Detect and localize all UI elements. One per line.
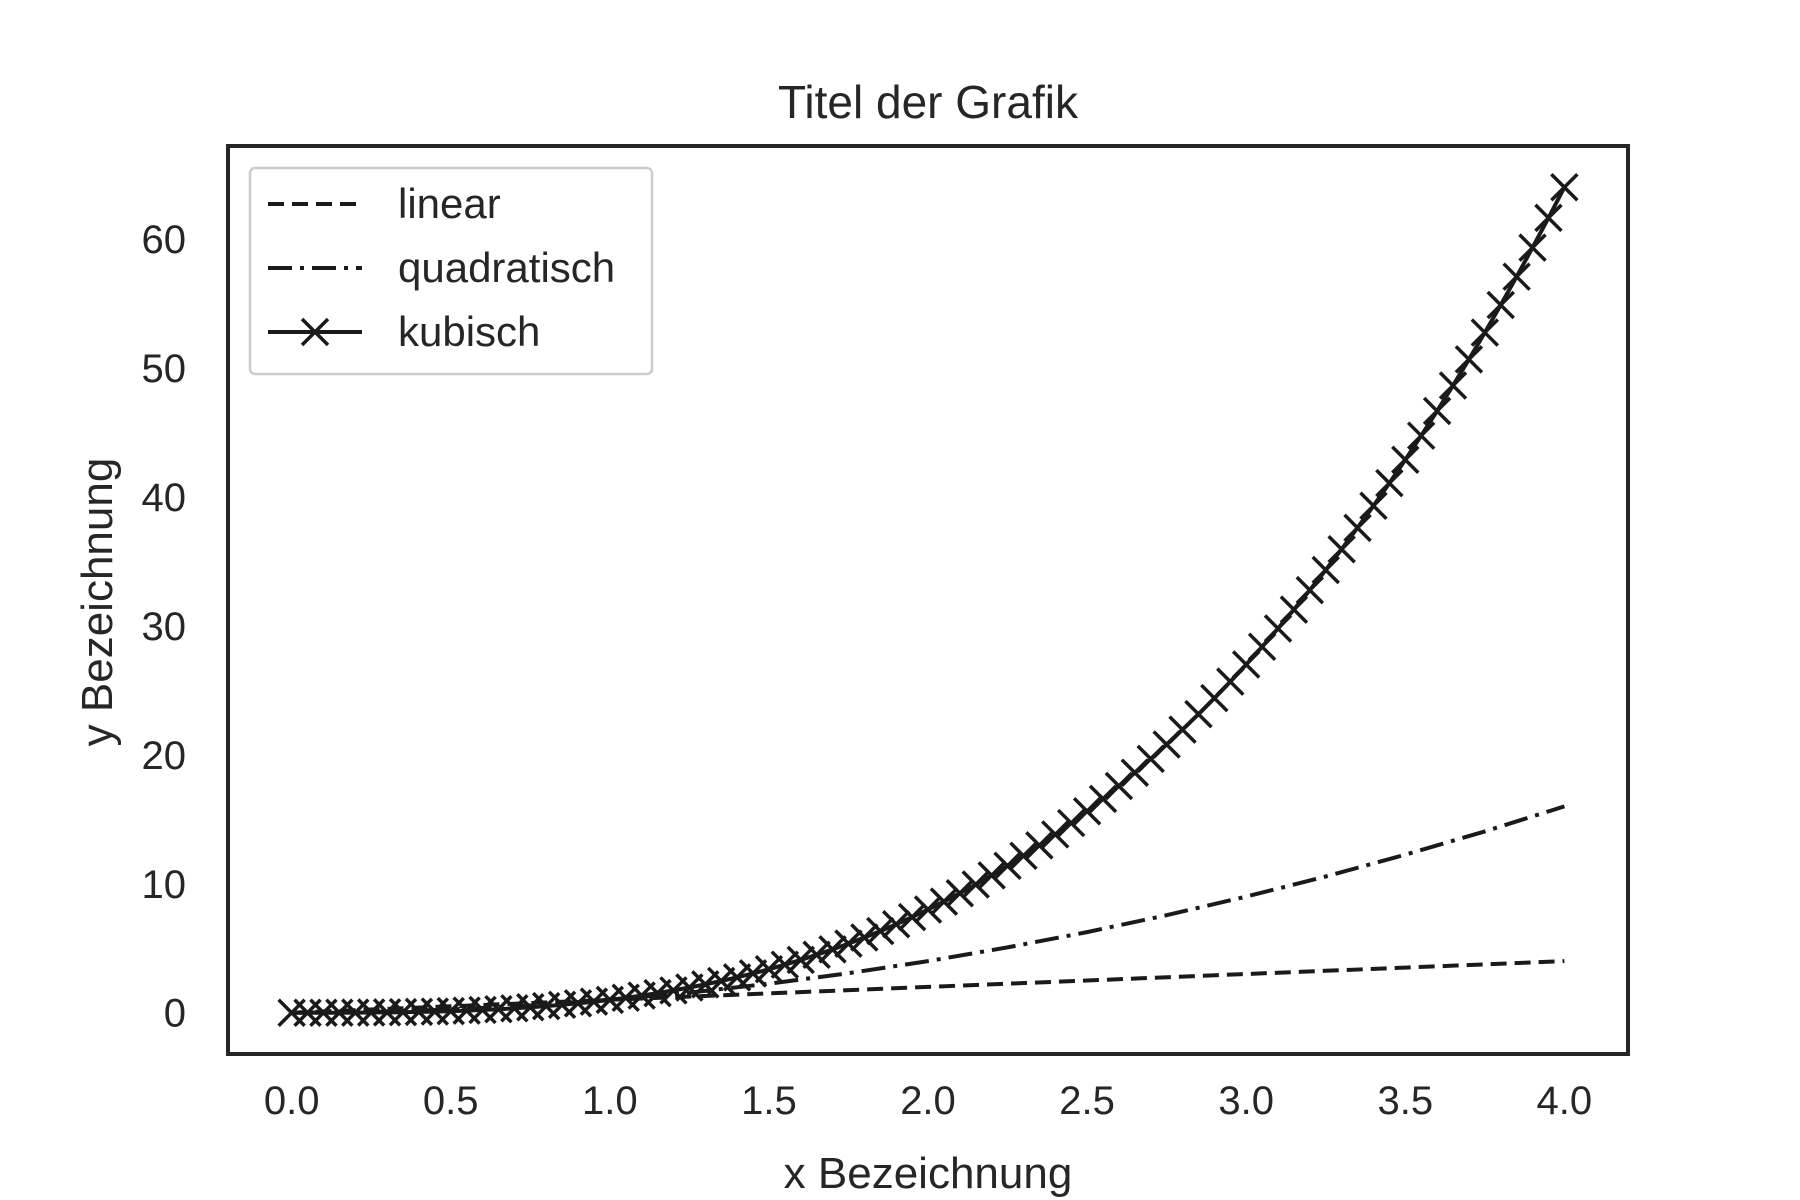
data-point-marker	[913, 895, 943, 924]
y-tick-labels: 0 10 20 30 40 50 60	[142, 218, 187, 1036]
data-point-marker	[1502, 262, 1531, 291]
data-point-marker	[1104, 771, 1134, 801]
data-point-marker	[1391, 445, 1420, 474]
x-tick-label: 3.5	[1377, 1079, 1433, 1123]
data-point-marker	[786, 945, 815, 975]
x-axis-title: x Bezeichnung	[784, 1149, 1073, 1198]
legend-label: quadratisch	[398, 244, 615, 291]
x-tick-label: 2.0	[900, 1079, 956, 1123]
data-point-marker	[1088, 784, 1118, 814]
data-point-marker	[1025, 831, 1054, 860]
data-point-marker	[1375, 468, 1404, 498]
legend: linear quadratisch kubisch	[248, 166, 654, 376]
data-point-marker	[1470, 318, 1500, 347]
legend-box	[248, 166, 654, 376]
data-point-marker	[977, 861, 1006, 890]
data-point-marker	[1311, 555, 1340, 585]
data-point-marker	[993, 851, 1022, 881]
data-point-marker	[881, 910, 911, 939]
x-tick-labels: 0.0 0.5 1.0 1.5 2.0 2.5 3.0 3.5 4.0	[264, 1079, 1592, 1123]
x-tick-label: 1.0	[582, 1079, 638, 1123]
y-tick-label: 0	[164, 992, 186, 1036]
data-point-marker	[722, 963, 752, 992]
data-point-marker	[770, 950, 800, 979]
plot-series-group	[277, 173, 1579, 1027]
data-point-marker	[945, 879, 975, 908]
plot-frame	[226, 144, 1630, 1056]
y-tick-label: 10	[142, 863, 187, 907]
series-line-linear	[291, 959, 1565, 1015]
y-axis-title: y Bezeichnung	[73, 458, 122, 747]
y-tick-label: 50	[142, 347, 187, 391]
data-point-marker	[802, 940, 831, 970]
data-point-marker	[1534, 203, 1563, 233]
y-tick-label: 30	[142, 605, 187, 649]
y-tick-label: 60	[142, 218, 187, 262]
data-point-marker	[1518, 233, 1547, 262]
data-point-marker	[1327, 534, 1356, 564]
data-point-marker	[1279, 595, 1309, 624]
data-point-marker	[1486, 290, 1515, 320]
chart-title: Titel der Grafik	[778, 76, 1079, 128]
data-point-marker	[1056, 808, 1086, 838]
x-tick-label: 3.0	[1218, 1079, 1274, 1123]
data-point-marker	[1343, 513, 1372, 543]
data-point-marker	[961, 870, 990, 899]
data-point-marker	[1454, 345, 1484, 374]
data-point-marker	[834, 929, 863, 958]
x-tick-label: 2.5	[1059, 1079, 1115, 1123]
x-tick-label: 0.5	[423, 1079, 479, 1123]
data-point-marker	[1263, 614, 1293, 643]
data-point-marker	[929, 887, 959, 916]
legend-marker-icon	[300, 317, 330, 347]
data-point-marker	[818, 935, 847, 964]
data-point-marker	[1009, 841, 1038, 871]
data-point-marker	[754, 954, 784, 984]
legend-label: linear	[398, 180, 501, 227]
data-point-marker	[866, 916, 895, 946]
data-point-marker	[1406, 421, 1436, 450]
data-point-marker	[1295, 575, 1325, 605]
data-point-marker	[1072, 796, 1102, 826]
data-point-marker	[738, 959, 768, 988]
legend-label: kubisch	[398, 308, 540, 355]
series-markers-kubisch	[277, 173, 1579, 1027]
x-tick-label: 4.0	[1537, 1079, 1593, 1123]
data-point-marker	[1041, 820, 1070, 849]
data-point-marker	[1550, 173, 1579, 202]
data-point-marker	[1438, 371, 1468, 400]
series-line-quadratisch	[291, 804, 1565, 1015]
data-point-marker	[1422, 396, 1452, 426]
y-tick-label: 40	[142, 476, 187, 520]
x-tick-label: 1.5	[741, 1079, 797, 1123]
data-point-marker	[897, 902, 927, 932]
x-tick-label: 0.0	[264, 1079, 320, 1123]
data-point-marker	[1359, 491, 1388, 521]
y-tick-label: 20	[142, 734, 187, 778]
data-point-marker	[850, 923, 879, 952]
